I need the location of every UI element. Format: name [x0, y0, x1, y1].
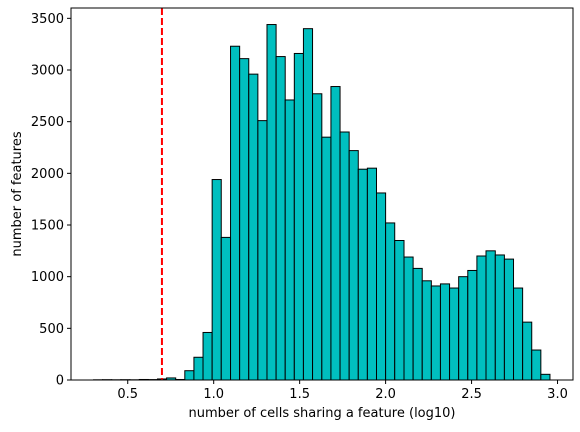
histogram-bar [357, 168, 368, 381]
y-axis-ticks: 0 500 1000 1500 2000 2500 3000 3500 [31, 12, 71, 389]
y-tick-label: 2500 [31, 115, 64, 130]
histogram-bar [430, 285, 441, 381]
histogram-bar [239, 58, 250, 381]
histogram-bar [485, 250, 496, 381]
histogram-bar [421, 280, 432, 381]
y-axis-label: number of features [10, 131, 25, 256]
histogram-bar [513, 287, 524, 381]
histogram-bar [439, 283, 451, 381]
histogram-bar [403, 256, 414, 381]
histogram-bar [202, 331, 213, 381]
histogram-bar [385, 222, 396, 381]
x-axis-ticks: 0.5 1.0 1.5 2.0 2.5 3.0 [117, 380, 568, 402]
histogram-bar [531, 349, 542, 381]
y-tick-label: 3000 [31, 64, 64, 79]
y-tick-label: 0 [56, 374, 64, 389]
y-tick-label: 1000 [31, 270, 64, 285]
histogram-bar [248, 73, 259, 381]
y-tick-label: 2000 [31, 167, 64, 182]
x-tick-label: 3.0 [547, 387, 568, 402]
histogram-bar [449, 287, 460, 381]
histogram-bar [394, 240, 405, 381]
histogram-bar [476, 255, 487, 381]
histogram-bar [266, 24, 277, 381]
histogram-bar [494, 254, 505, 381]
plot-frame [70, 7, 574, 381]
x-tick-label: 2.5 [461, 387, 482, 402]
histogram-bar [375, 192, 387, 381]
histogram-bar [193, 356, 204, 381]
histogram-bar [321, 136, 332, 381]
y-tick-label: 500 [39, 322, 64, 337]
x-tick-label: 0.5 [117, 387, 138, 402]
histogram-bar [302, 28, 314, 381]
histogram-bar [257, 120, 268, 381]
histogram-bar [220, 236, 232, 381]
x-tick-label: 2.0 [375, 387, 396, 402]
histogram-bar [293, 52, 304, 381]
histogram-bar [230, 45, 241, 381]
histogram-bar [312, 93, 323, 381]
histogram-bar [540, 373, 551, 381]
histogram-bar [348, 150, 359, 381]
x-tick-label: 1.0 [203, 387, 224, 402]
histogram-bar [458, 276, 469, 381]
histogram-bar [339, 131, 350, 381]
x-tick-label: 1.5 [289, 387, 310, 402]
histogram-bar [211, 179, 222, 381]
histogram-bar [412, 267, 423, 381]
histogram-bar [330, 86, 341, 381]
y-tick-label: 1500 [31, 219, 64, 234]
histogram-bar [467, 269, 478, 381]
x-axis-label: number of cells sharing a feature (log10… [188, 406, 455, 421]
histogram-bar [284, 99, 295, 381]
histogram-bar [503, 258, 515, 381]
histogram-bar [275, 56, 286, 381]
y-tick-label: 3500 [31, 12, 64, 27]
histogram-bar [366, 167, 377, 381]
histogram-bar [184, 370, 195, 381]
histogram-bar [522, 321, 533, 381]
